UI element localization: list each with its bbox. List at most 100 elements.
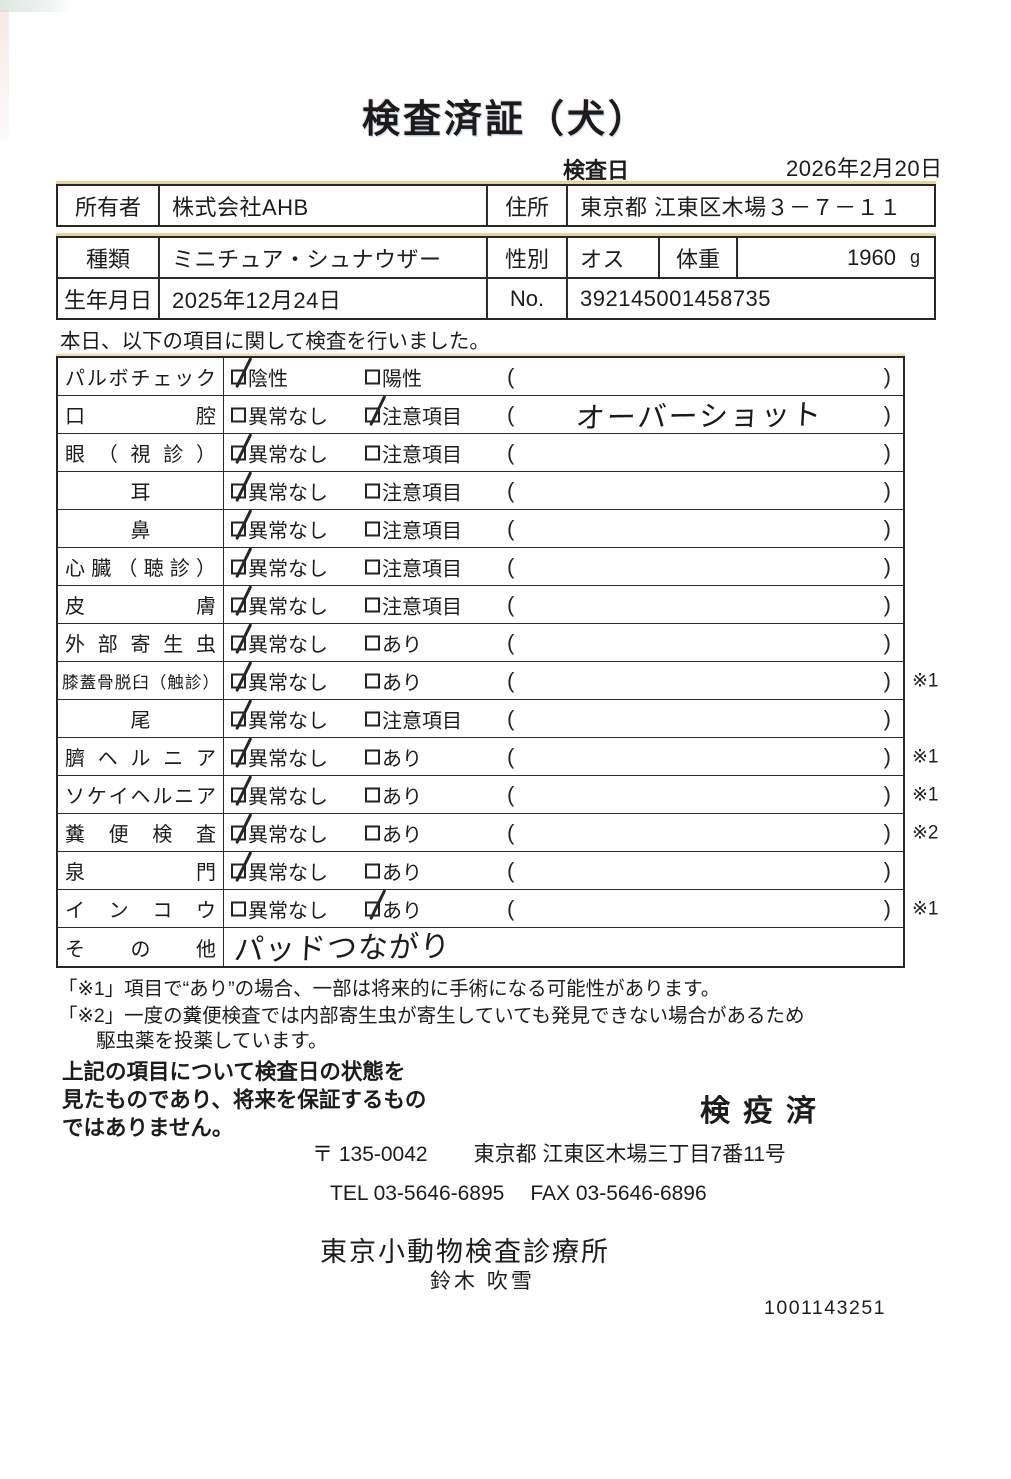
paren-open: ( — [507, 857, 515, 883]
inspection-row: 眼（視診） 異常なし 注意項目 () — [58, 434, 903, 472]
disclaimer-line-2: 見たものであり、将来を保証するもの — [62, 1088, 427, 1112]
checkbox-icon — [365, 673, 380, 688]
option: 異常なし — [231, 514, 328, 543]
option-label: 注意項目 — [382, 710, 462, 732]
veterinarian-name: 鈴木 吹雪 — [430, 1270, 535, 1293]
paren-close: ) — [883, 705, 891, 731]
option-label: あり — [382, 900, 422, 922]
postal-code: 〒 135-0042 — [312, 1143, 428, 1166]
paren-close: ) — [883, 781, 891, 807]
option-label: 異常なし — [248, 862, 328, 884]
option: あり — [365, 628, 422, 657]
inspection-row: インコウ 異常なし あり () ※1 — [58, 890, 939, 928]
inspection-options: 異常なし 注意項目 () — [224, 548, 903, 585]
inspection-options: 異常なし あり () — [224, 776, 903, 813]
inspection-table: パルボチェック 陰性 陽性() 口腔 異常なし 注意項目(オーバーショット) 眼（視… — [56, 356, 939, 968]
inspection-options: パッドつながり — [224, 928, 903, 967]
inspection-options: 異常なし あり () — [224, 890, 903, 927]
reference-mark: ※1 — [912, 898, 939, 919]
inspection-item-label: 口腔 — [58, 396, 224, 433]
checkbox-icon — [365, 483, 380, 498]
checkbox-checked-icon — [231, 863, 246, 878]
reference-mark: ※1 — [912, 784, 939, 805]
inspection-item-label: 泉門 — [58, 852, 224, 889]
option: 異常なし — [231, 400, 328, 429]
checkbox-icon — [365, 369, 380, 384]
comment-text: オーバーショット — [574, 398, 824, 435]
sex-value: オス — [568, 238, 660, 277]
option: 異常なし — [231, 742, 328, 771]
option-label: 注意項目 — [382, 406, 462, 428]
paren-close: ) — [883, 439, 891, 465]
checkbox-icon — [365, 787, 380, 802]
footnote-1: 「※1」項目で“あり”の場合、一部は将来的に手術になる可能性があります。 — [58, 978, 721, 1000]
weight-unit: g — [909, 247, 920, 267]
option: 異常なし — [231, 628, 328, 657]
option: 注意項目 — [365, 438, 462, 467]
clinic-name: 東京小動物検査診療所 — [320, 1237, 610, 1267]
option-label: 異常なし — [248, 748, 328, 770]
checkbox-icon — [231, 901, 246, 916]
paren-close: ) — [883, 743, 891, 769]
inspection-row: 膝蓋骨脱臼（触診） 異常なし あり () ※1 — [58, 662, 939, 700]
option: 異常なし — [231, 704, 328, 733]
inspection-item-label: 臍ヘルニア — [58, 738, 224, 775]
inspection-item-label: 膝蓋骨脱臼（触診） — [58, 662, 224, 699]
option-label: あり — [382, 862, 422, 884]
option-label: あり — [382, 634, 422, 656]
option: 異常なし — [231, 666, 328, 695]
disclaimer-line-3: ではありません。 — [62, 1116, 234, 1140]
inspection-row: 鼻 異常なし 注意項目 () — [58, 510, 903, 548]
checkbox-icon — [365, 445, 380, 460]
inspection-item-label: 心臓（聴診） — [58, 548, 224, 585]
breed-value: ミニチュア・シュナウザー — [160, 238, 488, 277]
option: 注意項目 — [365, 590, 462, 619]
weight-label: 体重 — [660, 238, 738, 277]
inspection-item-label: 外部寄生虫 — [58, 624, 224, 661]
paren-open: ( — [507, 553, 515, 579]
inspection-row: 尾 異常なし 注意項目 () — [58, 700, 903, 738]
inspection-options: 異常なし あり () — [224, 624, 903, 661]
inspection-item-label: その他 — [58, 928, 224, 966]
pet-table-row-1: 種類 ミニチュア・シュナウザー 性別 オス 体重 1960 g — [58, 238, 934, 279]
inspection-options: 異常なし 注意項目 (オーバーショット) — [224, 396, 903, 434]
paren-open: ( — [507, 515, 515, 541]
paren-close: ) — [883, 477, 891, 503]
inspection-row: パルボチェック 陰性 陽性 () — [58, 358, 903, 396]
paren-close: ) — [883, 363, 891, 389]
option: 注意項目 — [365, 704, 462, 733]
option: 異常なし — [231, 780, 328, 809]
inspection-row: ソケイヘルニア 異常なし あり () ※1 — [58, 776, 939, 814]
option: あり — [365, 742, 422, 771]
checkbox-icon — [365, 521, 380, 536]
checkbox-icon — [365, 825, 380, 840]
reference-mark: ※1 — [912, 670, 939, 691]
serial-number: 1001143251 — [764, 1297, 887, 1319]
owner-value: 株式会社AHB — [160, 186, 488, 225]
checkbox-checked-icon — [231, 635, 246, 650]
inspection-row: 泉門 異常なし あり () — [58, 852, 903, 890]
footnote-2-line-2: 駆虫薬を投薬しています。 — [96, 1030, 328, 1052]
option-label: 異常なし — [248, 900, 328, 922]
checkbox-checked-icon — [231, 483, 246, 498]
paren-open: ( — [507, 819, 515, 845]
checkbox-icon — [365, 559, 380, 574]
footnote-2-line-1: 「※2」一度の糞便検査では内部寄生虫が寄生していても発見できない場合があるため — [58, 1005, 805, 1027]
checkbox-icon — [365, 863, 380, 878]
paren-open: ( — [507, 895, 515, 921]
option-label: 陰性 — [248, 368, 288, 390]
inspection-rows: パルボチェック 陰性 陽性() 口腔 異常なし 注意項目(オーバーショット) 眼（視… — [58, 358, 939, 967]
inspection-options: 異常なし あり () — [224, 814, 903, 851]
paren-close: ) — [883, 553, 891, 579]
birth-value: 2025年12月24日 — [160, 279, 488, 318]
no-label: No. — [488, 279, 568, 318]
checkbox-checked-icon — [231, 749, 246, 764]
checkbox-checked-icon — [231, 673, 246, 688]
paren-open: ( — [507, 439, 515, 465]
option: 異常なし — [231, 894, 328, 923]
checkbox-icon — [365, 711, 380, 726]
inspection-options: 異常なし あり () — [224, 738, 903, 775]
checkbox-checked-icon — [231, 787, 246, 802]
checkbox-checked-icon — [231, 559, 246, 574]
inspection-options: 異常なし 注意項目 () — [224, 700, 903, 737]
